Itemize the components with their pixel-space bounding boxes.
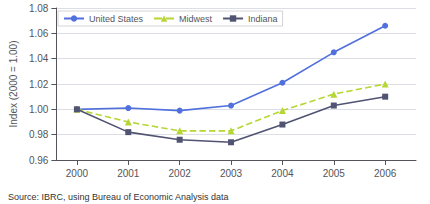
svg-text:Source: IBRC, using Bureau of: Source: IBRC, using Bureau of Economic A… [8, 192, 229, 202]
svg-text:2001: 2001 [117, 168, 140, 179]
svg-text:1.00: 1.00 [29, 104, 49, 115]
svg-text:0.98: 0.98 [29, 129, 49, 140]
svg-text:1.02: 1.02 [29, 79, 49, 90]
svg-text:1.04: 1.04 [29, 53, 49, 64]
svg-text:2002: 2002 [169, 168, 192, 179]
svg-text:Indiana: Indiana [248, 14, 278, 24]
svg-text:2000: 2000 [66, 168, 89, 179]
svg-text:0.96: 0.96 [29, 155, 49, 166]
svg-text:United States: United States [89, 14, 144, 24]
svg-text:1.08: 1.08 [29, 3, 49, 14]
svg-text:2003: 2003 [220, 168, 243, 179]
svg-text:2005: 2005 [323, 168, 346, 179]
svg-text:Index (2000 = 1.00): Index (2000 = 1.00) [8, 40, 19, 127]
svg-text:2006: 2006 [374, 168, 397, 179]
svg-text:1.06: 1.06 [29, 28, 49, 39]
svg-text:2004: 2004 [271, 168, 294, 179]
svg-text:Midwest: Midwest [179, 14, 213, 24]
